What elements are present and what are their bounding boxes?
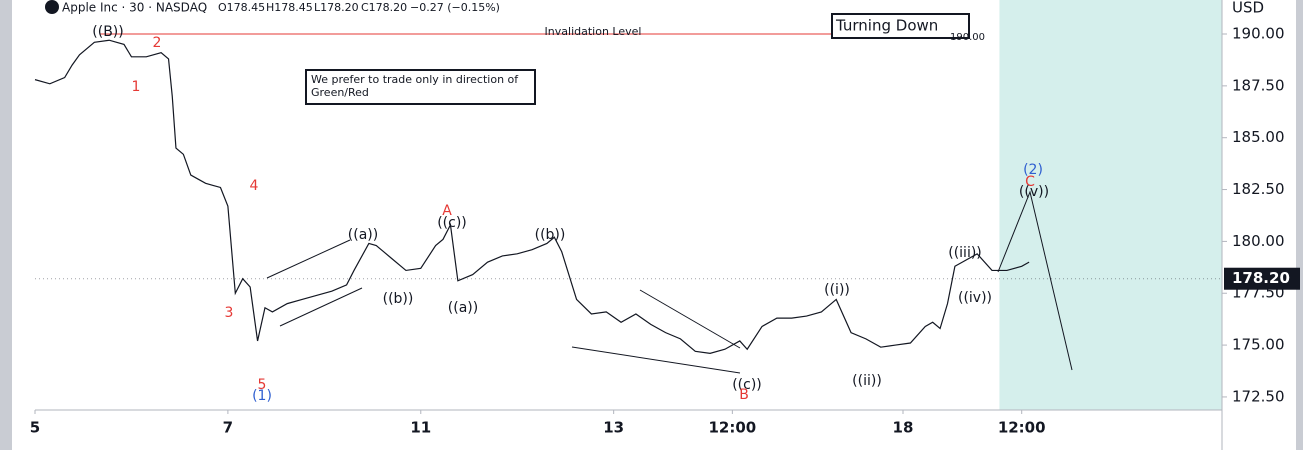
wave-label: 3: [225, 305, 234, 321]
wave-label: ((i)): [824, 282, 850, 298]
x-tick-label: 11: [410, 419, 431, 437]
wedge-line: [571, 346, 741, 374]
x-tick-label: 18: [893, 419, 914, 437]
side-strip: [0, 0, 12, 450]
wave-label: ((iii)): [948, 245, 982, 261]
invalidation-label: Invalidation Level: [545, 25, 642, 38]
note-line: We prefer to trade only in direction of: [311, 73, 519, 86]
price-line: [34, 39, 1030, 354]
wave-label: A: [442, 203, 452, 219]
y-tick-label: 182.50: [1232, 180, 1285, 198]
ohlc-change: −0.27 (−0.15%): [410, 1, 500, 14]
x-tick-label: 5: [30, 419, 40, 437]
currency: USD: [1232, 0, 1264, 17]
side-strip: [1296, 0, 1303, 450]
symbol: Apple Inc · 30 · NASDAQ: [62, 1, 207, 15]
y-tick-label: 175.00: [1232, 336, 1285, 354]
wave-label: ((a)): [348, 227, 378, 243]
wave-label: (1): [252, 388, 272, 404]
ohlc-open: O178.45: [218, 1, 265, 14]
channel-line: [266, 239, 351, 279]
logo: [45, 0, 59, 14]
last-price-label: 178.20: [1232, 269, 1290, 287]
channel-line: [279, 287, 363, 327]
note-line: Green/Red: [311, 86, 369, 99]
y-tick-label: 187.50: [1232, 76, 1285, 94]
wave-label: 2: [153, 35, 162, 51]
ohlc-close: C178.20: [361, 1, 407, 14]
wave-label: ((c)): [437, 215, 467, 231]
wave-label: ((v)): [1019, 184, 1049, 200]
note-box: [305, 69, 536, 105]
y-tick-label: 172.50: [1232, 387, 1285, 405]
wave-label: C: [1025, 174, 1035, 190]
ohlc-high: H178.45: [266, 1, 313, 14]
wave-label: ((B)): [92, 24, 123, 40]
wave-label: 1: [132, 79, 141, 95]
wave-label: B: [739, 387, 749, 403]
projection-line: [997, 190, 1073, 371]
wave-label: ((ii)): [852, 373, 882, 389]
x-tick-label: 12:00: [998, 419, 1046, 437]
highlight-zone: [999, 0, 1222, 410]
y-tick-label: 180.00: [1232, 232, 1285, 250]
ohlc-low: L178.20: [314, 1, 359, 14]
x-tick-label: 13: [603, 419, 624, 437]
wave-label: ((c)): [732, 377, 762, 393]
status: Turning Down: [835, 17, 938, 35]
y-tick-label: 190.00: [1232, 25, 1285, 43]
wave-label: 4: [250, 178, 259, 194]
wave-label: ((a)): [448, 300, 478, 316]
x-tick-label: 12:00: [708, 419, 756, 437]
invalidation-value: 190.00: [950, 32, 985, 43]
x-tick-label: 7: [223, 419, 233, 437]
wave-label: ((b)): [535, 227, 566, 243]
wave-label: ((iv)): [958, 290, 992, 306]
y-tick-label: 185.00: [1232, 128, 1285, 146]
wave-label: 5: [258, 377, 267, 393]
wedge-line: [639, 289, 741, 349]
status-box: [831, 13, 970, 39]
last-price-box: [1224, 267, 1300, 290]
wave-label: ((b)): [383, 291, 414, 307]
wave-label: (2): [1023, 162, 1043, 178]
